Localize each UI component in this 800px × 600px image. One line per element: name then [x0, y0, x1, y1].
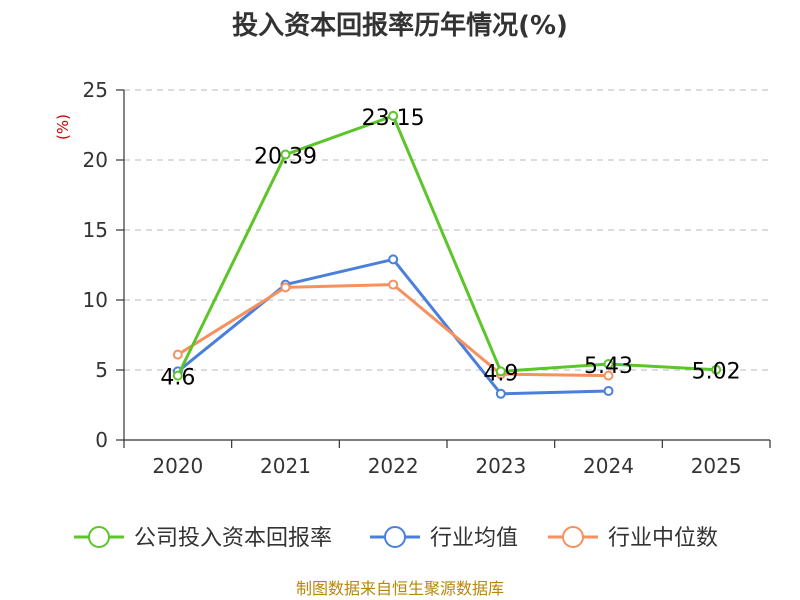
- data-point[interactable]: [711, 364, 722, 375]
- chart-title: 投入资本回报率历年情况(%): [232, 10, 568, 41]
- legend-label: 行业均值: [430, 526, 518, 551]
- legend-label: 公司投入资本回报率: [134, 526, 332, 551]
- legend-item[interactable]: 公司投入资本回报率: [74, 526, 332, 551]
- data-label: 4.6: [160, 366, 195, 391]
- legend-item[interactable]: 行业均值: [370, 526, 518, 551]
- data-point[interactable]: [603, 370, 614, 381]
- x-tick-label: 2023: [475, 454, 526, 478]
- data-point[interactable]: [388, 254, 399, 265]
- series-group: [172, 110, 722, 399]
- data-label: 4.9: [483, 361, 518, 386]
- data-label: 23.15: [362, 106, 425, 131]
- legend-label: 行业中位数: [608, 526, 718, 551]
- source-note: 制图数据来自恒生聚源数据库: [296, 579, 504, 598]
- y-tick-label: 25: [83, 78, 108, 102]
- series-line: [176, 114, 717, 377]
- y-axis-unit: (%): [54, 114, 72, 140]
- x-tick-label: 2024: [583, 454, 634, 478]
- y-tick-label: 5: [95, 358, 108, 382]
- y-tick-label: 0: [95, 428, 108, 452]
- x-tick-label: 2022: [368, 454, 419, 478]
- data-point[interactable]: [495, 366, 506, 377]
- data-point[interactable]: [280, 282, 291, 293]
- data-point[interactable]: [172, 370, 183, 381]
- data-label: 5.43: [584, 354, 633, 379]
- data-point[interactable]: [388, 279, 399, 290]
- grid-lines: [124, 89, 770, 371]
- legend-swatch-marker: [384, 526, 406, 548]
- data-labels: 4.6 20.39 23.15 4.9 5.43 5.02: [160, 106, 740, 391]
- legend-item[interactable]: 行业中位数: [548, 526, 718, 551]
- legend[interactable]: 公司投入资本回报率 行业均值 行业中位数: [74, 526, 718, 551]
- series-line: [177, 283, 609, 378]
- y-tick-label: 10: [83, 288, 108, 312]
- data-point[interactable]: [603, 358, 614, 369]
- legend-swatch-marker: [88, 526, 110, 548]
- data-point[interactable]: [172, 349, 183, 360]
- y-tick-label: 15: [83, 218, 108, 242]
- data-point[interactable]: [280, 149, 291, 160]
- y-tick-label: 20: [83, 148, 108, 172]
- data-label: 20.39: [254, 145, 317, 170]
- legend-swatch-marker: [562, 526, 584, 548]
- data-point[interactable]: [388, 110, 399, 121]
- data-point[interactable]: [603, 386, 614, 396]
- x-tick-label: 2020: [152, 454, 203, 478]
- data-point[interactable]: [495, 388, 506, 399]
- x-tick-label: 2021: [260, 454, 311, 478]
- x-tick-label: 2025: [691, 454, 742, 478]
- data-label: 5.02: [692, 360, 741, 385]
